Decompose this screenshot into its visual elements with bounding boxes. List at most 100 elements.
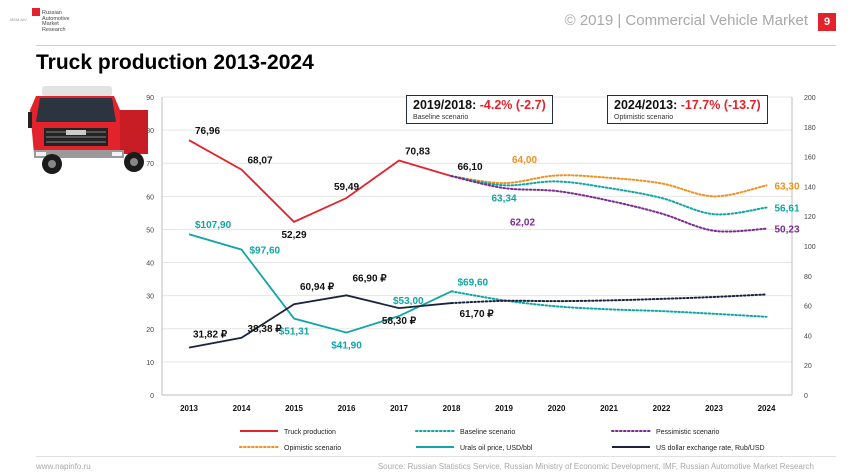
y-right-tick-label: 80	[804, 274, 812, 281]
y-right-tick-label: 120	[804, 214, 816, 221]
y-left-tick-label: 40	[146, 261, 154, 268]
page-number-badge: 9	[818, 13, 836, 31]
y-left-tick-label: 20	[146, 327, 154, 334]
logo-line: Market	[42, 21, 59, 28]
legend-label: US dollar exchange rate, Rub/USD	[656, 445, 765, 452]
x-tick-label: 2015	[285, 404, 303, 413]
data-label: 56,61	[775, 204, 800, 215]
callout-main: 2019/2018: -4.2% (-2.7)	[413, 98, 546, 112]
data-label: $69,60	[458, 277, 489, 288]
logo-line: Russian	[42, 10, 62, 16]
data-label: 31,82 ₽	[193, 330, 228, 341]
series-line	[188, 139, 452, 223]
logo-square-icon	[32, 8, 40, 16]
data-label: $53,00	[393, 296, 424, 307]
data-label: 66,10	[458, 162, 483, 173]
data-label: 66,90 ₽	[353, 273, 388, 284]
data-label: 59,49	[334, 182, 359, 193]
y-right-tick-label: 100	[804, 244, 816, 251]
data-label: $107,90	[195, 220, 232, 231]
x-tick-label: 2023	[705, 404, 723, 413]
truck-illustration-icon	[28, 86, 148, 174]
data-label: 70,83	[405, 146, 430, 157]
logo-line: Research	[42, 26, 66, 33]
footer-website: www.napinfo.ru	[36, 462, 91, 471]
series-line	[450, 175, 768, 233]
truck-badge	[66, 130, 86, 135]
callout-optimistic: 2024/2013: -17.7% (-13.7) Optimistic sce…	[607, 95, 768, 124]
data-label: 76,96	[195, 126, 220, 137]
truck-mirror	[28, 112, 32, 128]
callout-period: 2019/2018:	[413, 98, 480, 112]
data-label: 63,30	[775, 181, 800, 192]
x-tick-label: 2024	[758, 404, 776, 413]
wheel-hub	[48, 160, 56, 168]
x-tick-label: 2014	[233, 404, 251, 413]
data-label: 62,02	[510, 218, 535, 229]
chart-series	[188, 139, 768, 349]
chart-legend: Truck production Baseline scenario Pessimi…	[239, 429, 765, 452]
brand-logo: MEM AIV Russian Automotive Market Resear…	[8, 8, 70, 44]
callout-baseline: 2019/2018: -4.2% (-2.7) Baseline scenari…	[406, 95, 553, 124]
data-label: 58,30 ₽	[382, 316, 417, 327]
y-left-tick-label: 60	[146, 194, 154, 201]
truck-headlight	[36, 152, 46, 156]
data-label: $41,90	[331, 341, 362, 352]
legend-label: Opimistic scenario	[284, 445, 341, 452]
header-title: © 2019 | Commercial Vehicle Market	[564, 12, 808, 29]
callout-period: 2024/2013:	[614, 98, 681, 112]
y-left-tick-label: 30	[146, 294, 154, 301]
legend-label: Truck production	[284, 429, 336, 436]
legend-label: Urals oil price, USD/bbl	[460, 445, 533, 452]
truck-windshield	[36, 98, 116, 122]
data-label: 38,38 ₽	[248, 324, 283, 335]
truck-side	[120, 110, 148, 154]
truck-roof	[42, 86, 112, 96]
grille-bar	[46, 141, 106, 143]
y-right-tick-label: 0	[804, 393, 808, 400]
data-label: 64,00	[512, 155, 537, 166]
data-label: 52,29	[281, 230, 306, 241]
callout-change: -17.7% (-13.7)	[680, 98, 761, 112]
y-right-tick-label: 200	[804, 95, 816, 102]
wheel-hub	[130, 158, 138, 166]
y-left-tick-label: 90	[146, 95, 154, 102]
data-label: 60,94 ₽	[300, 282, 335, 293]
series-line	[450, 290, 768, 318]
y-left-tick-label: 80	[146, 128, 154, 135]
grille-bar	[46, 136, 106, 138]
footer-source: Source: Russian Statistics Service, Russ…	[377, 462, 814, 471]
data-label: $51,31	[279, 327, 310, 338]
series-line	[450, 174, 768, 198]
truck-headlight	[112, 152, 122, 156]
series-line	[450, 175, 768, 216]
callout-scenario: Optimistic scenario	[614, 114, 674, 121]
y-right-tick-label: 140	[804, 184, 816, 191]
data-label: 63,34	[491, 193, 516, 204]
footer-divider	[36, 456, 836, 457]
x-tick-label: 2017	[390, 404, 408, 413]
callout-change: -4.2% (-2.7)	[479, 98, 546, 112]
logo-small-text: MEM AIV	[10, 17, 27, 22]
y-left-tick-label: 0	[150, 393, 154, 400]
data-label: 50,23	[775, 225, 800, 236]
callout-main: 2024/2013: -17.7% (-13.7)	[614, 98, 761, 112]
series-line	[450, 293, 768, 305]
x-tick-label: 2018	[443, 404, 461, 413]
y-right-tick-label: 40	[804, 333, 812, 340]
y-right-tick-label: 60	[804, 304, 812, 311]
y-left-tick-label: 10	[146, 360, 154, 367]
legend-label: Pessimistic scenario	[656, 429, 720, 436]
header-divider	[36, 45, 836, 46]
y-right-tick-label: 180	[804, 125, 816, 132]
chart-axes: 0 10 20 30 40 50 60 70 80 90 0 20 40 60 80 100 120 140 160…	[146, 95, 816, 413]
truck-bumper	[34, 150, 124, 158]
x-tick-label: 2022	[653, 404, 671, 413]
data-label: 61,70 ₽	[460, 309, 495, 320]
y-right-tick-label: 160	[804, 155, 816, 162]
x-tick-label: 2013	[180, 404, 198, 413]
callout-scenario: Baseline scenario	[413, 114, 469, 121]
logo-line: Automotive	[42, 15, 70, 22]
page-title: Truck production 2013-2024	[36, 51, 314, 74]
